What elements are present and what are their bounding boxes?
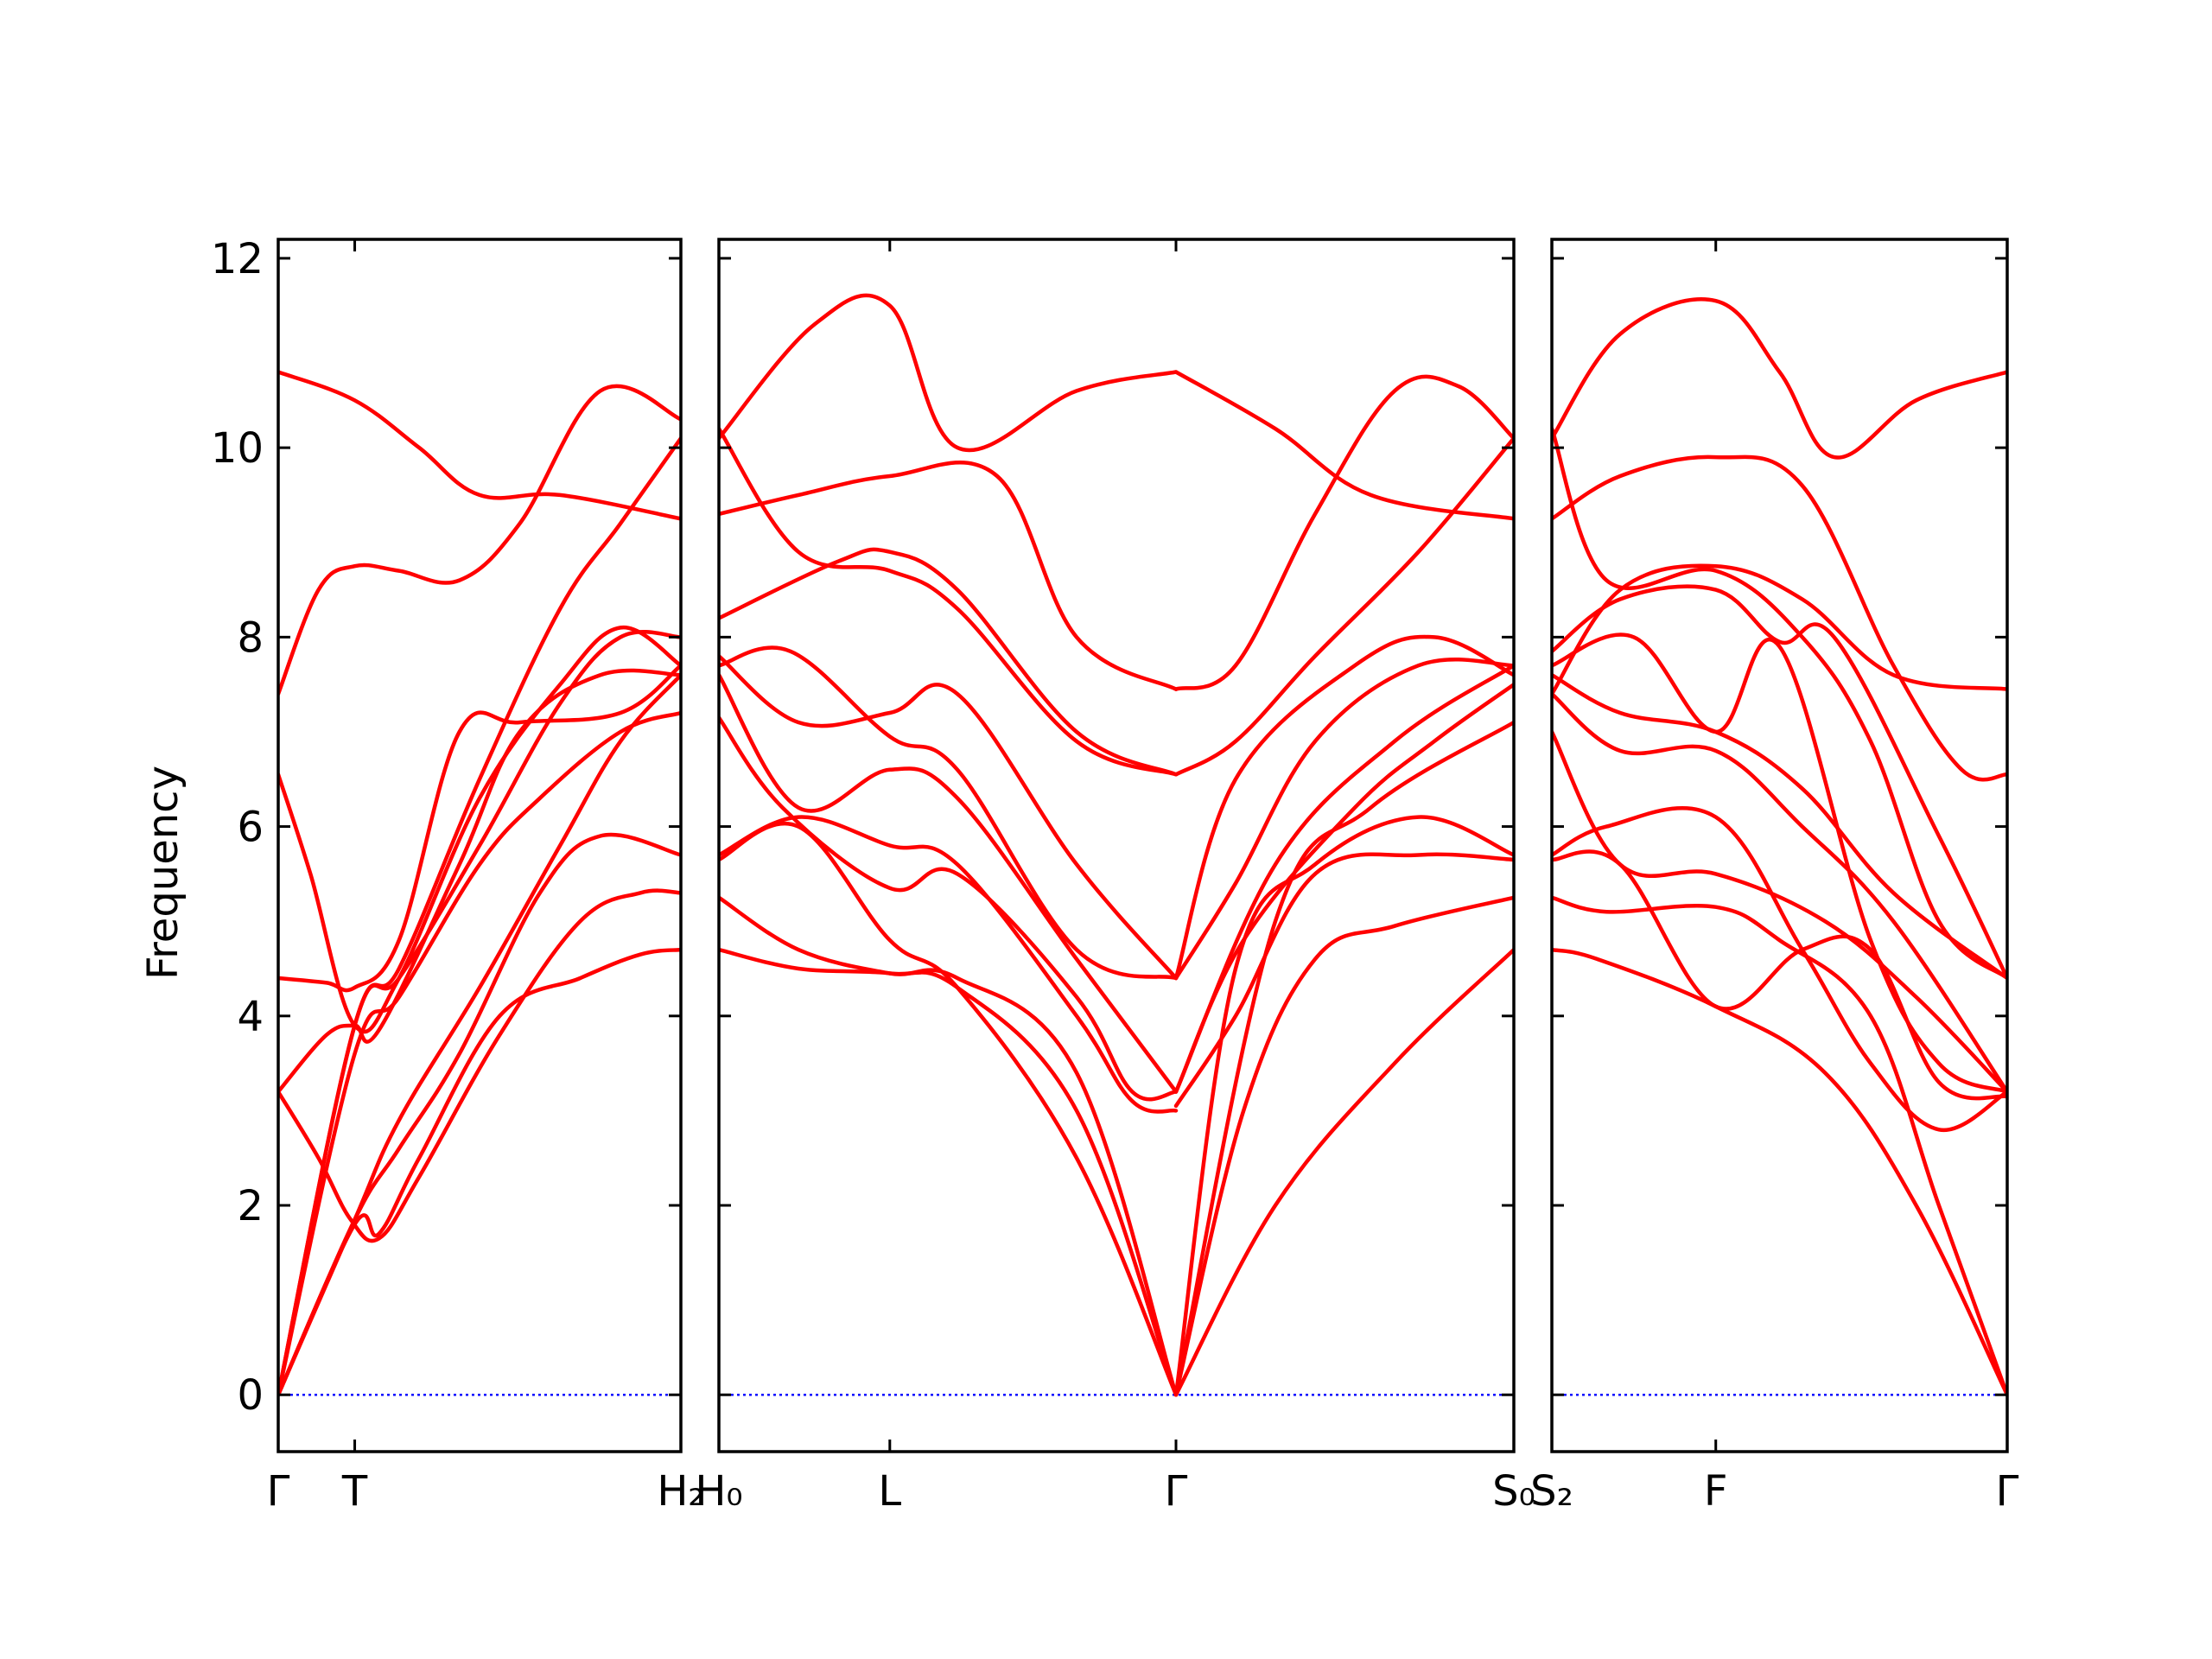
band-line — [719, 293, 1179, 453]
band-line — [278, 668, 681, 1094]
band-line — [1552, 947, 2007, 1397]
y-tick-label: 4 — [237, 993, 264, 1041]
x-tick-label: S₂ — [1530, 1467, 1573, 1516]
band-line — [1552, 297, 2007, 460]
band-line — [1552, 806, 2007, 1133]
band-line — [1552, 584, 2007, 981]
panel-3: S₂ F Γ — [1530, 238, 2019, 1516]
band-line — [1173, 947, 1514, 1397]
y-tick-label: 8 — [237, 613, 264, 662]
band-line — [1552, 729, 2007, 1094]
band-line — [278, 370, 681, 521]
band-line — [278, 832, 681, 1397]
band-line — [1173, 895, 1514, 1397]
x-tick-label: T — [341, 1467, 368, 1516]
band-line — [278, 384, 681, 696]
x-tick-label: H₀ — [695, 1467, 742, 1516]
band-line — [1173, 720, 1514, 1397]
band-line — [278, 888, 681, 1243]
band-line — [1173, 370, 1514, 521]
band-line — [719, 815, 1179, 1114]
band-line — [719, 895, 1179, 1397]
bands-group — [278, 370, 681, 1397]
band-line — [278, 710, 681, 1397]
band-line — [278, 626, 681, 1034]
band-line — [1173, 815, 1514, 1397]
panel-frame — [276, 238, 683, 1453]
x-tick-label: L — [878, 1467, 901, 1516]
band-line — [1173, 435, 1514, 777]
band-line — [1552, 426, 2007, 981]
band-line — [719, 547, 1179, 777]
band-line — [719, 715, 1179, 1102]
bands-group — [1552, 297, 2007, 1397]
y-tick-label: 0 — [237, 1371, 264, 1420]
panel-frame — [717, 238, 1516, 1453]
band-line — [1552, 672, 2007, 981]
panel-1: Γ T H₂ — [267, 238, 705, 1516]
x-tick-label: Γ — [267, 1467, 290, 1516]
y-tick-label: 6 — [237, 804, 264, 852]
band-line — [1173, 663, 1514, 1094]
band-line — [1173, 658, 1514, 981]
band-line — [719, 426, 1179, 777]
x-tick-label: F — [1704, 1467, 1728, 1516]
band-line — [719, 654, 1179, 981]
y-tick-labels: 0 2 4 6 8 10 12 — [211, 235, 264, 1420]
band-line — [719, 461, 1179, 691]
y-tick-label: 2 — [237, 1182, 264, 1230]
y-tick-label: 10 — [211, 424, 264, 473]
band-line — [1552, 563, 2007, 696]
band-line — [1552, 691, 2007, 1094]
band-line — [278, 663, 681, 993]
y-tick-label: 12 — [211, 235, 264, 283]
band-line — [278, 435, 681, 1397]
x-tick-label: S₀ — [1492, 1467, 1535, 1516]
band-line — [719, 672, 1179, 1094]
y-axis-label: Frequency — [139, 766, 188, 980]
band-line — [719, 821, 1179, 1397]
x-tick-label: Γ — [1165, 1467, 1188, 1516]
band-line — [719, 645, 1179, 981]
bands-group — [719, 293, 1514, 1397]
band-line — [1552, 895, 2007, 1397]
panel-2: H₀ L Γ S₀ — [695, 238, 1535, 1516]
band-line — [1173, 374, 1514, 691]
x-tick-label: Γ — [1996, 1467, 2019, 1516]
panel-frame — [1550, 238, 2009, 1453]
band-line — [1552, 632, 2007, 1094]
band-line — [719, 947, 1179, 1397]
x-tick-label: H₂ — [657, 1467, 704, 1516]
band-line — [1173, 634, 1514, 981]
band-line — [1552, 454, 2007, 782]
band-line — [1173, 852, 1514, 1109]
